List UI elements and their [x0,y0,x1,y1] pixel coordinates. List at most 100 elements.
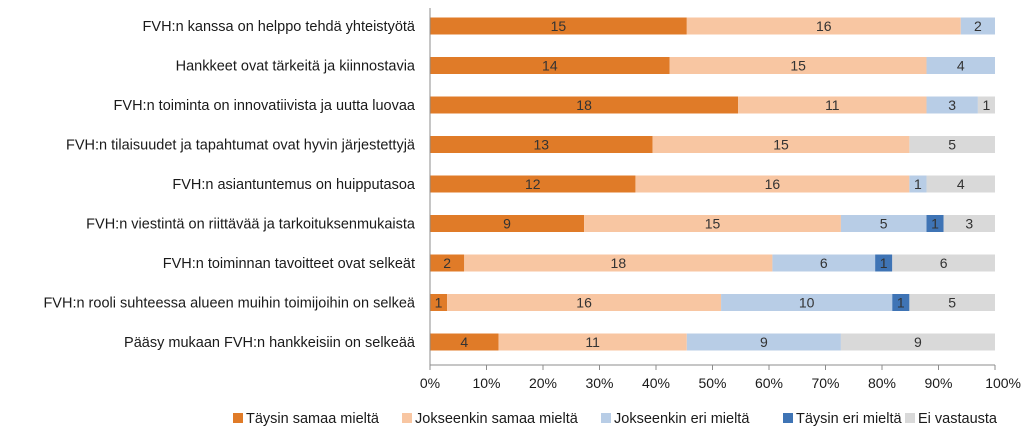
legend: Täysin samaa mieltä Jokseenkin samaa miel… [233,411,998,427]
bar-value-label: 11 [825,97,840,113]
bar-value-label: 6 [820,255,828,271]
bar-value-label: 1 [435,295,443,311]
legend-label: Jokseenkin samaa mieltä [415,411,579,427]
category-label: FVH:n tilaisuudet ja tapahtumat ovat hyv… [66,138,416,154]
bar-segment [926,175,995,193]
bar-value-label: 15 [773,137,789,153]
legend-label: Täysin samaa mieltä [246,411,380,427]
bar-segment [772,254,876,272]
bar-segment [738,96,927,114]
bar-segment [875,254,893,272]
bar-value-label: 15 [790,58,806,74]
bar-segment [686,17,961,35]
bar-value-label: 18 [576,97,592,113]
bar-value-label: 5 [948,295,956,311]
bar-segment [430,254,465,272]
bar-value-label: 12 [525,176,541,192]
x-tick-label: 90% [924,375,952,391]
bar-segment [498,333,687,351]
category-label: Hankkeet ovat tärkeitä ja kiinnostavia [176,59,416,75]
legend-swatch [402,413,412,423]
x-tick-label: 40% [642,375,670,391]
bar-segment [926,96,978,114]
bar-segment [430,57,670,74]
legend-swatch [783,413,793,423]
bar-value-label: 6 [940,255,948,271]
legend-label: Täysin eri mieltä [796,411,902,427]
bar-value-label: 4 [957,176,965,192]
bar-segment [669,57,927,74]
bar-value-label: 9 [914,334,922,350]
legend-label: Jokseenkin eri mieltä [614,411,750,427]
bar-segment [721,294,893,311]
x-tick-label: 10% [472,375,500,391]
bar-value-label: 1 [897,295,905,311]
bar-value-label: 4 [460,334,468,350]
bar-segment [635,175,910,193]
bar-segment [584,215,841,232]
bar-segment [909,136,995,153]
bar-value-label: 2 [443,255,451,271]
bar-segment [464,254,773,272]
bar-segment [909,294,995,311]
bar-value-label: 18 [611,255,627,271]
category-label: FVH:n rooli suhteessa alueen muihin toim… [43,296,415,312]
category-label: FVH:n asiantuntemus on huipputasoa [172,177,416,193]
bar-segment [430,215,585,232]
bar-value-label: 5 [880,216,888,232]
bar-value-label: 2 [974,18,982,34]
bar-segment [652,136,910,153]
bar-value-label: 3 [948,97,956,113]
bar-segment [430,175,636,193]
bar-value-label: 16 [576,295,592,311]
bar-segment [430,333,499,351]
category-labels: FVH:n kanssa on helppo tehdä yhteistyötä… [43,19,415,351]
bar-value-label: 11 [585,334,600,350]
bar-value-label: 3 [965,216,973,232]
bar-value-label: 1 [931,216,939,232]
x-axis: 0% 10% 20% 30% 40% 50% 60% 70% 80% 90% 100% [420,8,1021,391]
bar-segment [430,17,687,35]
bar-segment [892,294,910,311]
category-label: FVH:n viestintä on riittävää ja tarkoitu… [86,217,416,233]
bar-segment [840,215,927,232]
bar-value-label: 14 [542,58,558,74]
bar-value-label: 1 [914,176,922,192]
legend-swatch [233,413,243,423]
bar-segment [977,96,995,114]
bar-value-label: 10 [799,295,815,311]
bar-segment [926,57,995,74]
bar-value-label: 9 [760,334,768,350]
category-label: FVH:n kanssa on helppo tehdä yhteistyötä [143,19,416,35]
bar-value-label: 16 [765,176,781,192]
bars-layer: 15 16 214 15 418 11 3 113 15 512 16 1 49 15 5 1 32 18 6 1 61… [430,17,995,351]
bar-segment [840,333,995,351]
bar-value-label: 1 [983,97,991,113]
bar-segment [943,215,995,232]
x-tick-label: 50% [698,375,726,391]
x-tick-label: 100% [985,375,1021,391]
x-tick-label: 70% [811,375,839,391]
bar-segment [686,333,841,351]
bar-segment [430,96,739,114]
category-label: FVH:n toiminnan tavoitteet ovat selkeät [163,256,415,272]
x-tick-label: 30% [585,375,613,391]
bar-value-label: 15 [551,18,567,34]
bar-value-label: 13 [534,137,550,153]
bar-segment [909,175,927,193]
bar-value-label: 1 [880,255,888,271]
x-tick-label: 60% [755,375,783,391]
x-tick-label: 20% [529,375,557,391]
bar-value-label: 5 [948,137,956,153]
bar-segment [430,294,448,311]
category-label: Pääsy mukaan FVH:n hankkeisiin on selkeä… [124,335,416,351]
bar-value-label: 15 [705,216,721,232]
bar-segment [960,17,995,35]
bar-value-label: 4 [957,58,965,74]
x-tick-label: 0% [420,375,440,391]
legend-label: Ei vastausta [918,411,998,427]
legend-swatch [601,413,611,423]
bar-segment [926,215,944,232]
bar-segment [430,136,653,153]
